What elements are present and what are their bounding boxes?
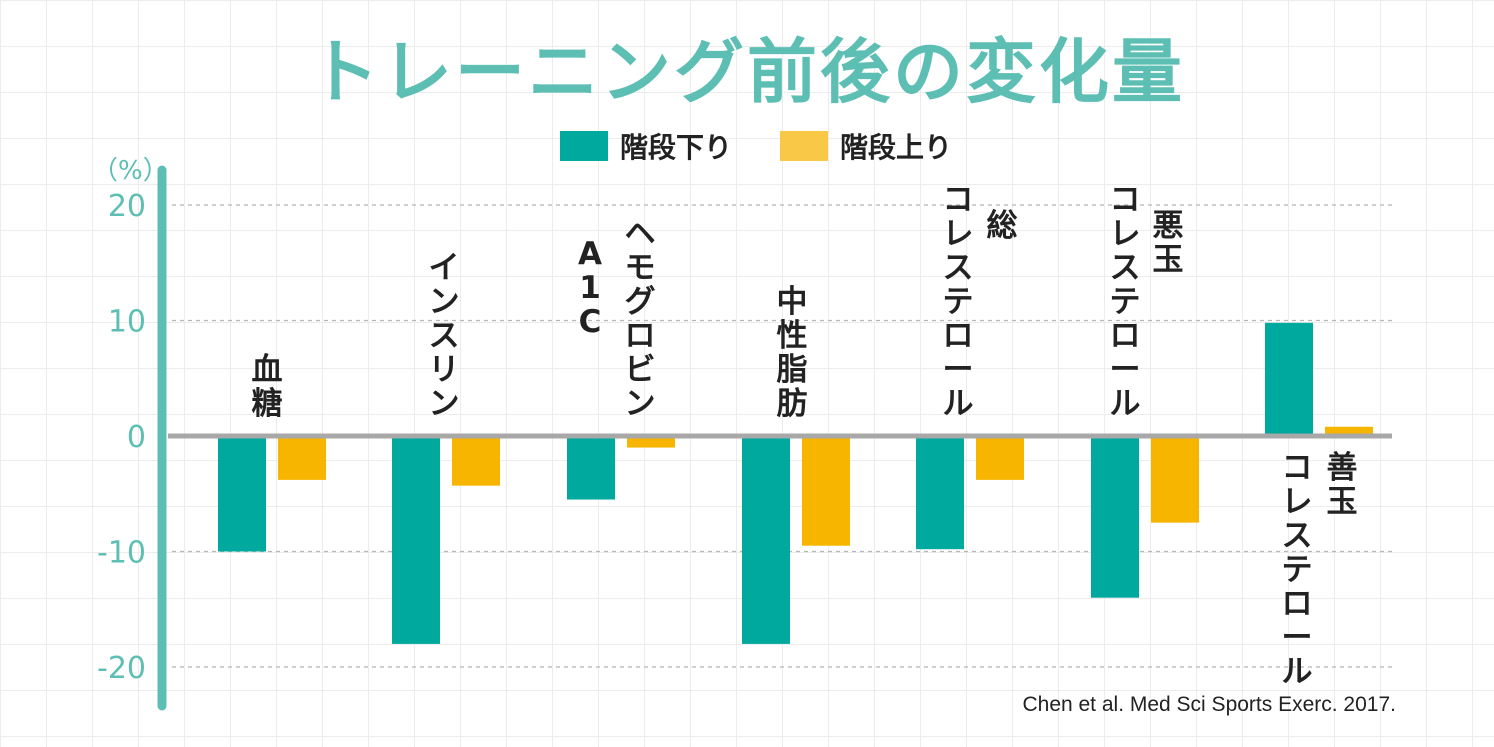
y-tick-label-0: 20 (108, 189, 146, 224)
source-citation: Chen et al. Med Sci Sports Exerc. 2017. (1022, 693, 1396, 716)
category-label-5-1-char-6: ル (1110, 386, 1141, 422)
category-label-2-0-char-0: ヘ (625, 216, 656, 252)
y-tick-label-4: -20 (97, 651, 146, 686)
y-axis-unit: （%） (92, 156, 169, 186)
category-label-5-0-char-0: 悪 (1153, 208, 1184, 244)
category-label-1-0-char-0: イ (429, 250, 460, 286)
bar-descent-1 (392, 436, 440, 644)
category-label-6-1-char-5: ー (1282, 620, 1313, 656)
category-label-1-0-char-2: ス (429, 318, 460, 354)
category-label-2-0-char-2: グ (625, 284, 656, 320)
category-label-0-0-char-1: 糖 (252, 386, 283, 422)
category-label-2-0-char-1: モ (625, 250, 656, 286)
legend-swatch-ascent (780, 131, 828, 161)
category-label-0-0-char-0: 血 (252, 352, 283, 388)
category-label-4-1-char-5: ー (943, 352, 974, 388)
category-label-5-1-char-3: テ (1110, 284, 1141, 320)
category-label-5-1-char-0: コ (1110, 182, 1141, 218)
bar-descent-4 (916, 436, 964, 550)
category-label-6-0-char-1: 玉 (1327, 484, 1358, 520)
legend-swatch-descent (560, 131, 608, 161)
category-label-6-1-char-4: ロ (1282, 586, 1313, 622)
category-label-3-0-char-2: 脂 (777, 352, 808, 388)
bar-descent-0 (218, 436, 266, 552)
legend-label-descent: 階段下り (620, 131, 733, 164)
bar-ascent-1 (452, 436, 500, 486)
category-label-6-1-char-3: テ (1282, 552, 1313, 588)
bar-ascent-6 (1325, 426, 1373, 436)
bar-ascent-0 (278, 436, 326, 480)
category-label-5-1-char-5: ー (1110, 352, 1141, 388)
category-label-3-0-char-3: 肪 (777, 386, 808, 422)
legend-item-descent: 階段下り (560, 126, 732, 166)
category-label-4-1-char-2: ス (943, 250, 974, 286)
category-label-3-0-char-1: 性 (777, 318, 808, 354)
category-label-2-1-char-0: A (578, 236, 602, 272)
category-label-6-1-char-6: ル (1282, 654, 1313, 690)
category-label-5-1-char-4: ロ (1110, 318, 1141, 354)
category-label-2-0-char-5: ン (625, 386, 656, 422)
category-label-2-2-char-1: C (579, 304, 602, 340)
bar-ascent-3 (802, 436, 850, 546)
category-label-4-1-char-3: テ (943, 284, 974, 320)
y-tick-label-3: -10 (97, 536, 146, 571)
category-label-1-0-char-1: ン (429, 284, 460, 320)
chart-title: トレーニング前後の変化量 (309, 31, 1185, 113)
bar-ascent-4 (976, 436, 1024, 480)
category-label-6-1-char-1: レ (1282, 484, 1313, 520)
category-label-3-0-char-0: 中 (777, 284, 808, 320)
category-label-5-1-char-1: レ (1110, 216, 1141, 252)
category-label-2-0-char-3: ロ (625, 318, 656, 354)
category-label-4-1-char-1: レ (943, 216, 974, 252)
category-label-2-0-char-4: ビ (625, 352, 656, 388)
bar-descent-3 (742, 436, 790, 644)
category-label-4-0-char-0: 総 (987, 208, 1018, 244)
category-label-5-1-char-2: ス (1110, 250, 1141, 286)
category-label-6-1-char-0: コ (1282, 450, 1313, 486)
bar-descent-5 (1091, 436, 1139, 598)
bar-descent-2 (567, 436, 615, 500)
category-label-5-0-char-1: 玉 (1153, 242, 1184, 278)
bar-ascent-5 (1151, 436, 1199, 523)
legend-label-ascent: 階段上り (840, 131, 953, 164)
y-tick-label-1: 10 (108, 305, 146, 340)
category-label-6-0-char-0: 善 (1327, 450, 1358, 486)
bar-descent-6 (1265, 322, 1313, 436)
legend-item-ascent: 階段上り (780, 126, 952, 166)
category-label-4-1-char-4: ロ (943, 318, 974, 354)
category-label-1-0-char-3: リ (429, 352, 460, 388)
category-label-2-2-char-0: 1 (579, 270, 601, 306)
category-label-6-1-char-2: ス (1282, 518, 1313, 554)
bar-ascent-2 (627, 436, 675, 448)
category-label-4-1-char-0: コ (943, 182, 974, 218)
category-label-4-1-char-6: ル (943, 386, 974, 422)
y-tick-label-2: 0 (127, 420, 146, 455)
category-label-1-0-char-4: ン (429, 386, 460, 422)
